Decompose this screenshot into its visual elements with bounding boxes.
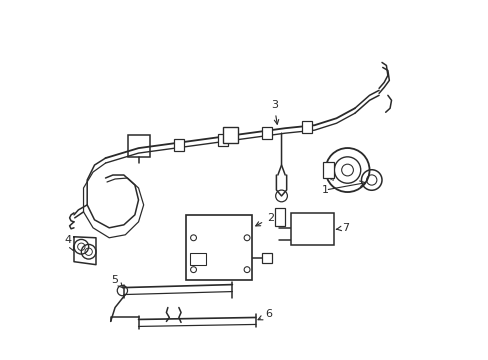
Bar <box>302 121 312 133</box>
Text: 6: 6 <box>258 310 272 320</box>
Bar <box>217 134 227 146</box>
Text: 1: 1 <box>322 176 332 195</box>
Text: 3: 3 <box>270 100 278 124</box>
Text: 7: 7 <box>335 223 348 233</box>
Bar <box>261 253 271 263</box>
Bar <box>323 162 333 178</box>
Bar <box>189 253 205 265</box>
Bar <box>127 135 149 157</box>
Bar <box>261 127 271 139</box>
Text: 4: 4 <box>64 235 73 251</box>
Bar <box>223 127 237 143</box>
Bar <box>274 208 285 226</box>
Bar <box>290 213 333 245</box>
Bar <box>186 215 252 280</box>
Text: 2: 2 <box>255 213 274 226</box>
Bar <box>173 139 183 151</box>
Text: 5: 5 <box>111 275 123 288</box>
